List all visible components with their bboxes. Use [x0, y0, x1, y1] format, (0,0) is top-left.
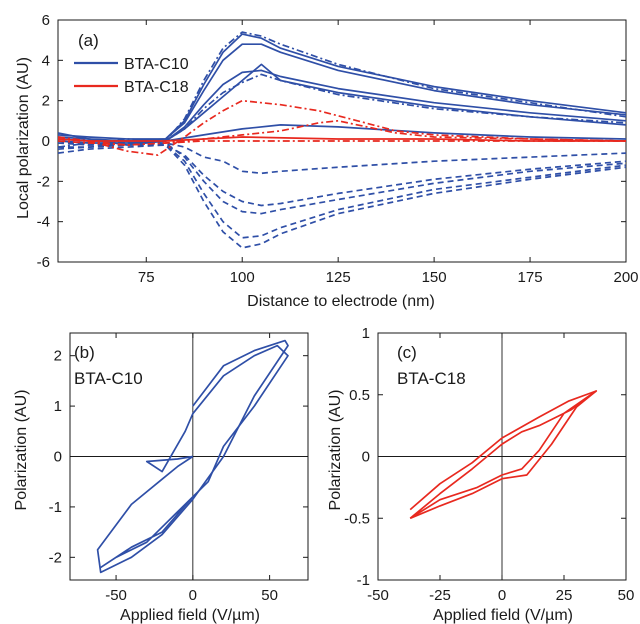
series-line-7 [58, 142, 626, 249]
panel-a-line-chart: 75 100 125 150 175 200 -6 -4 -2 0 2 4 6 [37, 12, 639, 286]
x-tick-label: 75 [138, 269, 155, 286]
y-tick-label: 0.5 [349, 387, 370, 404]
panel-c-hysteresis-chart: -50 -25 0 25 50 -1 -0.5 0 0.5 1 [344, 325, 634, 604]
series-line-5 [58, 73, 626, 148]
series-line-12 [58, 99, 626, 156]
series-line-0 [96, 339, 289, 574]
x-tick-label: -25 [429, 587, 451, 604]
y-tick-label: -1 [357, 572, 370, 589]
y-tick-label: 2 [42, 93, 50, 110]
x-tick-label: -50 [367, 587, 389, 604]
y-tick-label: 4 [42, 52, 50, 69]
series-line-10 [58, 144, 626, 207]
x-tick-label: 50 [261, 587, 278, 604]
y-tick-label: 6 [42, 12, 50, 29]
series-line-14 [58, 136, 626, 142]
x-tick-label: 150 [422, 269, 447, 286]
panel-c-tag: (c) [397, 343, 417, 362]
legend-label-c10: BTA-C10 [124, 56, 189, 73]
panel-b-tag: (b) [74, 343, 95, 362]
panel-a-xlabel: Distance to electrode (nm) [247, 293, 435, 310]
y-tick-label: -2 [49, 549, 62, 566]
series-line-15 [58, 140, 626, 146]
panel-c-ylabel: Polarization (AU) [327, 390, 344, 511]
x-tick-label: -50 [105, 587, 127, 604]
y-tick-label: -0.5 [344, 510, 370, 527]
x-tick-label: 125 [326, 269, 351, 286]
panel-b-annotation: BTA-C10 [74, 369, 143, 388]
x-tick-label: 175 [518, 269, 543, 286]
series-group [58, 31, 626, 249]
series-line-1 [99, 344, 289, 569]
panel-a-ylabel: Local polarization (AU) [15, 57, 32, 219]
x-tick-label: 0 [498, 587, 506, 604]
series-line-1 [409, 390, 598, 520]
y-tick-label: 0 [54, 449, 62, 466]
x-tick-label: 25 [556, 587, 573, 604]
x-tick-label: 200 [613, 269, 638, 286]
y-tick-label: 2 [54, 348, 62, 365]
y-tick-label: 1 [54, 398, 62, 415]
y-tick-label: 0 [362, 449, 370, 466]
panel-c-annotation: BTA-C18 [397, 369, 466, 388]
panel-a-tag: (a) [78, 31, 99, 50]
panel-b-hysteresis-chart: -50 0 50 -2 -1 0 1 2 [49, 332, 309, 604]
x-tick-label: 50 [618, 587, 635, 604]
series-group [96, 339, 289, 574]
series-line-8 [58, 140, 626, 239]
y-tick-label: 1 [362, 325, 370, 342]
y-tick-label: 0 [42, 133, 50, 150]
panel-c-xlabel: Applied field (V/µm) [433, 607, 573, 624]
series-group [409, 390, 598, 520]
x-tick-label: 100 [230, 269, 255, 286]
panel-b-xlabel: Applied field (V/µm) [120, 607, 260, 624]
x-tick-label: 0 [189, 587, 197, 604]
legend-label-c18: BTA-C18 [124, 79, 189, 96]
y-tick-label: -6 [37, 254, 50, 271]
y-tick-label: -2 [37, 173, 50, 190]
y-tick-label: -4 [37, 214, 50, 231]
y-tick-label: -1 [49, 499, 62, 516]
panel-b-ylabel: Polarization (AU) [13, 390, 30, 511]
